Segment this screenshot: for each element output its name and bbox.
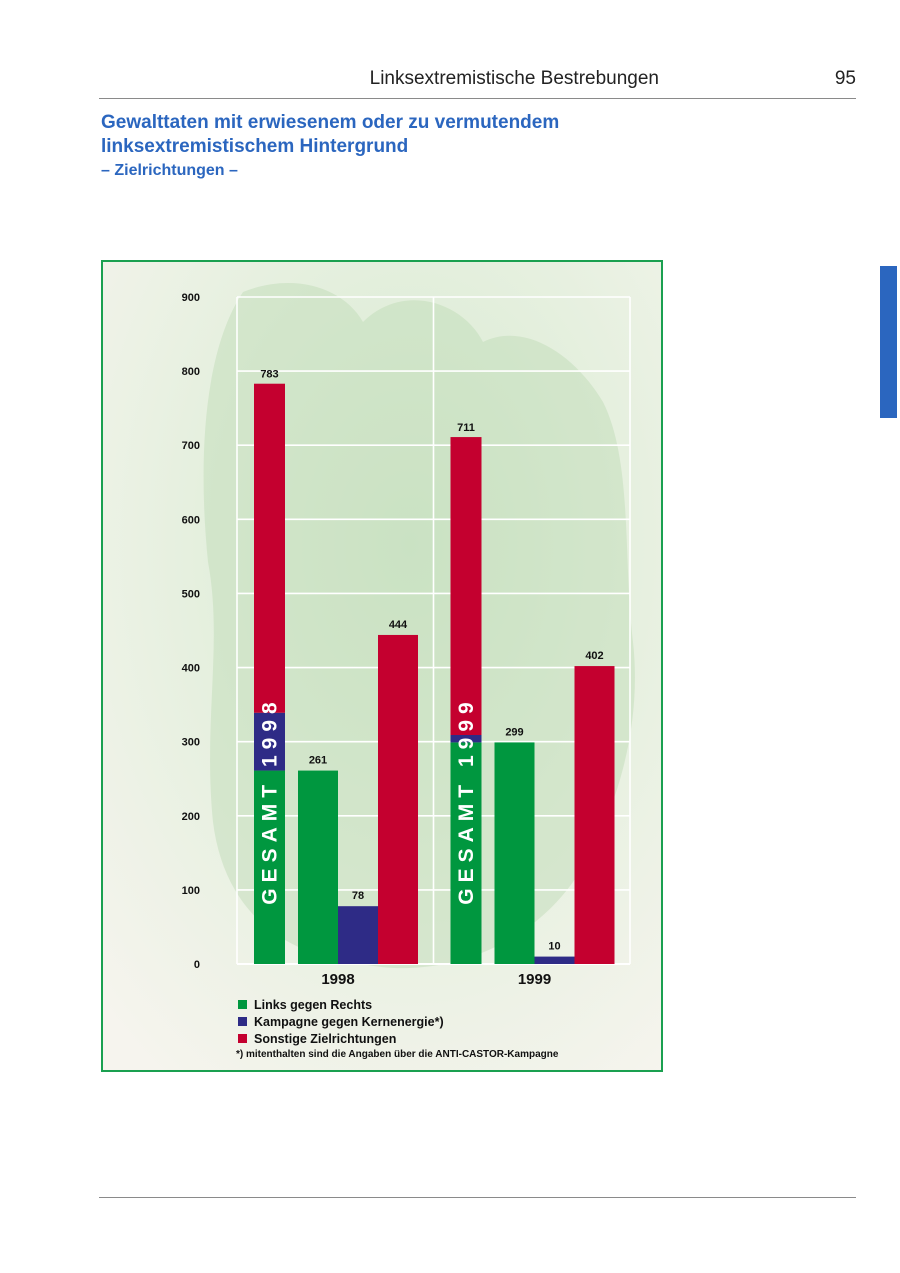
y-tick-label: 600 [182,514,200,526]
legend-swatch-blue [238,1017,247,1026]
total-bar-segment-green [254,770,285,964]
total-value-label: 711 [457,422,475,434]
legend-swatch-red [238,1034,247,1043]
chart-footnote: *) mitenthalten sind die Angaben über di… [236,1049,559,1060]
legend-item: Sonstige Zielrichtungen [238,1030,444,1047]
y-tick-label: 0 [194,959,200,971]
chart-legend: Links gegen Rechts Kampagne gegen Kernen… [238,996,444,1047]
legend-item: Links gegen Rechts [238,996,444,1013]
series-bar [378,634,418,964]
series-value-label: 299 [505,726,523,738]
running-title: Linksextremistische Bestrebungen [369,68,659,89]
total-value-label: 783 [260,369,278,381]
series-value-label: 10 [548,941,560,953]
series-bar [574,666,615,964]
series-bar [494,742,535,964]
series-bar [534,956,575,964]
total-bar-segment-green [450,742,482,964]
bar-chart: 0 100 200 300 400 500 600 700 800 900 783 GESAMT 1… [103,262,661,1070]
total-bar-segment-red [450,437,482,735]
series-value-label: 78 [352,890,364,902]
chart-heading: Gewalttaten mit erwiesenem oder zu vermu… [101,111,661,182]
chart-title-line-1: Gewalttaten mit erwiesenem oder zu vermu… [101,112,560,133]
series-bar [298,770,338,964]
x-tick-label: 1998 [321,971,354,988]
total-bar-segment-red [254,383,285,713]
y-axis: 0 100 200 300 400 500 600 700 800 900 [182,292,200,971]
y-tick-label: 500 [182,588,200,600]
y-tick-label: 700 [182,440,200,452]
legend-label: Sonstige Zielrichtungen [254,1031,397,1046]
x-axis: 1998 1999 [321,971,551,988]
y-tick-label: 900 [182,292,200,304]
y-tick-label: 800 [182,366,200,378]
x-tick-label: 1999 [518,971,551,988]
chart-frame: 0 100 200 300 400 500 600 700 800 900 783 GESAMT 1… [101,260,663,1072]
bar-value-labels: 783 GESAMT 1998 261 78 444 711 GESAMT 1999 299 1… [259,369,604,953]
total-bar-segment-blue [450,734,482,743]
total-bar-vertical-label: GESAMT 1998 [259,696,282,904]
chart-subtitle: – Zielrichtungen – [101,162,238,179]
y-tick-label: 200 [182,811,200,823]
bar-series [254,383,615,964]
series-value-label: 261 [309,755,327,767]
legend-swatch-green [238,1000,247,1009]
running-header: Linksextremistische Bestrebungen 95 [99,66,856,99]
total-bar-vertical-label: GESAMT 1999 [455,696,478,904]
chart-title-line-2: linksextremistischem Hintergrund [101,136,409,157]
legend-item: Kampagne gegen Kernenergie*) [238,1013,444,1030]
series-bar [338,906,378,964]
total-bar-segment-blue [254,712,285,771]
y-tick-label: 100 [182,885,200,897]
series-value-label: 444 [389,619,408,631]
y-tick-label: 300 [182,737,200,749]
chapter-tab-marker [880,266,897,418]
y-tick-label: 400 [182,663,200,675]
series-value-label: 402 [585,650,603,662]
bottom-rule [99,1197,856,1198]
legend-label: Links gegen Rechts [254,997,373,1012]
chart-grid [236,296,631,965]
page-number: 95 [834,68,856,89]
legend-label: Kampagne gegen Kernenergie*) [254,1014,444,1029]
